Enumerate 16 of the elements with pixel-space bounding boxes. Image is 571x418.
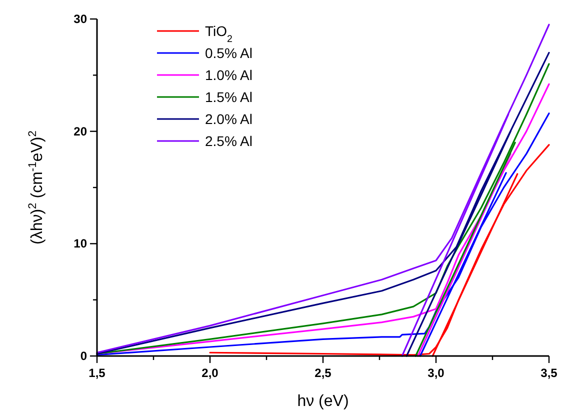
y-tick-label: 10 [74,236,88,251]
y-tick-label: 20 [74,124,88,138]
x-tick-label: 2,5 [314,366,332,380]
x-tick-label: 3,5 [540,366,558,380]
legend-label: 2.0% Al [205,111,252,127]
legend-label: 1.0% Al [205,67,252,83]
legend-label: 1.5% Al [205,89,252,105]
x-tick-label: 3,0 [428,366,445,380]
y-tick-label: 0 [80,349,88,363]
x-tick-label: 2,0 [202,366,219,380]
legend-label: 2.5% Al [205,133,252,149]
legend-label: TiO$_{2}$ [205,23,232,44]
x-tick-label: 1,5 [88,366,106,380]
legend-label: 0.5% Al [205,45,252,61]
x-axis-title: hν (eV) [297,393,349,410]
y-tick-label: 30 [74,12,88,26]
